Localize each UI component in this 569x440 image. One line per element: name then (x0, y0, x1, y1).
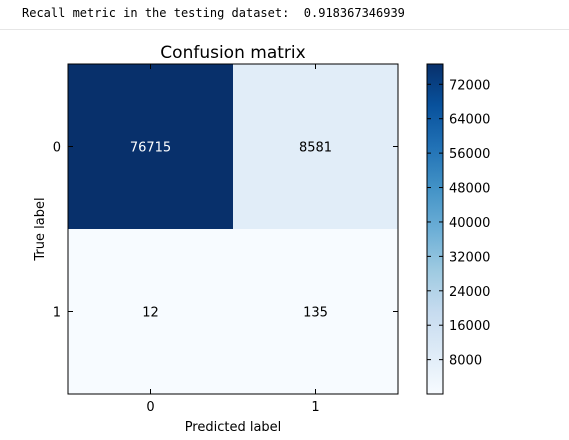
console-output: Recall metric in the testing dataset: 0.… (22, 6, 405, 20)
cell-value-label: 76715 (130, 141, 171, 156)
cell-value-label: 12 (142, 306, 159, 321)
output-divider (0, 29, 569, 30)
heatmap-cell (233, 229, 398, 394)
y-tick-label: 0 (53, 141, 61, 156)
colorbar-tick-label: 8000 (449, 354, 482, 369)
heatmap-cell (68, 64, 233, 229)
colorbar-tick-label: 48000 (449, 182, 490, 197)
heatmap-cell (233, 64, 398, 229)
cell-value-label: 135 (303, 306, 328, 321)
colorbar (426, 63, 444, 395)
plot-frame (67, 63, 399, 395)
heatmap-cells (68, 64, 398, 394)
cell-value-label: 8581 (299, 141, 332, 156)
colorbar-tick-label: 40000 (449, 216, 490, 231)
x-tick-label: 1 (311, 400, 319, 415)
colorbar-tick-label: 72000 (449, 78, 490, 93)
colorbar-ticks: 8000 16000 24000 32000 40000 48000 56000 64000 7… (427, 78, 490, 369)
colorbar-tick-label: 24000 (449, 285, 490, 300)
console-value: 0.918367346939 (303, 6, 405, 20)
colorbar-tick-label: 64000 (449, 113, 490, 128)
console-label: Recall metric in the testing dataset: (22, 6, 290, 20)
colorbar-tick-label: 16000 (449, 319, 490, 334)
colorbar-tick-label: 32000 (449, 250, 490, 265)
y-axis-ticks: 01 (53, 141, 398, 321)
heatmap-cell-labels: 76715 8581 12 135 (130, 141, 332, 321)
colorbar-tick-label: 56000 (449, 147, 490, 162)
x-axis-label: Predicted label (185, 420, 282, 435)
x-tick-label: 0 (146, 400, 154, 415)
y-tick-label: 1 (53, 306, 61, 321)
chart-title: Confusion matrix (160, 43, 305, 63)
heatmap-cell (68, 229, 233, 394)
y-axis-label: True label (33, 197, 48, 261)
